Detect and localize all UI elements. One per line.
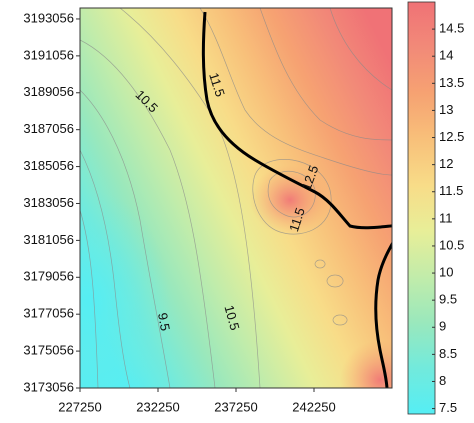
x-tick-label: 232250 (136, 399, 179, 414)
colorbar-tick-label: 9 (439, 319, 446, 334)
y-tick-label: 3173056 (23, 379, 74, 394)
y-tick-label: 3193056 (23, 10, 74, 25)
contour-label: 10.5 (222, 304, 243, 332)
contour-field (80, 8, 392, 388)
y-tick-label: 3187056 (23, 121, 74, 136)
colorbar-tick-label: 12.5 (439, 129, 464, 144)
colorbar-tick-label: 8 (439, 373, 446, 388)
y-tick-label: 3179056 (23, 269, 74, 284)
boundary-line (201, 11, 392, 388)
contour-label: 11.5 (286, 206, 308, 234)
y-tick-label: 3177056 (23, 306, 74, 321)
colorbar-tick-label: 14.5 (439, 21, 464, 36)
y-tick-label: 3181056 (23, 232, 74, 247)
y-tick-label: 3175056 (23, 343, 74, 358)
colorbar-tick-label: 10.5 (439, 237, 464, 252)
x-tick-label: 237250 (214, 399, 257, 414)
contour-label: 9.5 (155, 312, 173, 332)
y-tick-label: 3183056 (23, 195, 74, 210)
contour-label: 11.5 (206, 71, 228, 99)
y-tick-label: 3189056 (23, 84, 74, 99)
x-tick-label: 242250 (292, 399, 335, 414)
colorbar-tick-label: 14 (439, 48, 453, 63)
x-tick-label: 227250 (58, 399, 101, 414)
colorbar-tick-label: 13.5 (439, 75, 464, 90)
colorbar-tick-label: 9.5 (439, 292, 457, 307)
y-tick-label: 3185056 (23, 158, 74, 173)
y-tick-label: 3191056 (23, 47, 74, 62)
colorbar-tick-label: 10 (439, 264, 453, 279)
colorbar-tick-label: 13 (439, 102, 453, 117)
colorbar-tick-label: 11 (439, 210, 453, 225)
colorbar-tick-label: 12 (439, 156, 453, 171)
colorbar-tick-label: 7.5 (439, 400, 457, 415)
colorbar (407, 1, 436, 415)
colorbar-tick-label: 11.5 (439, 183, 463, 198)
colorbar-tick-label: 8.5 (439, 346, 457, 361)
